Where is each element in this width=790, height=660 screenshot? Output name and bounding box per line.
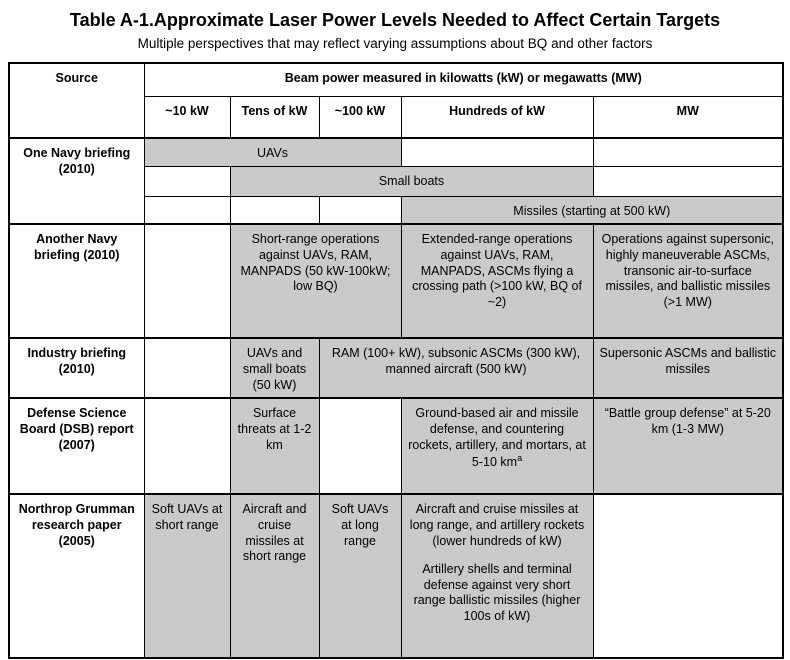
northrop-hundreds-para2: Artillery shells and terminal defense ag… [413, 562, 581, 623]
header-row-beam-power: Source Beam power measured in kilowatts … [8, 62, 784, 139]
row-one-navy-small-boats: Small boats [9, 165, 784, 197]
cell-northrop-100kw: Soft UAVs at long range [318, 493, 402, 659]
footnote-marker-a: a [517, 453, 523, 464]
header-row-power-columns: ~10 kW Tens of kW ~100 kW Hundreds of kW… [9, 95, 784, 139]
cell-northrop-hundreds-kw: Aircraft and cruise missiles at long ran… [400, 493, 594, 659]
source-column-header: Source [8, 62, 145, 139]
column-header-hundreds-of-kw: Hundreds of kW [400, 95, 594, 139]
row-northrop: Northrop Grumman research paper (2005) S… [8, 493, 784, 659]
cell-industry-100-to-hundreds-kw: RAM (100+ kW), subsonic ASCMs (300 kW), … [318, 337, 594, 399]
cell-northrop-10kw: Soft UAVs at short range [143, 493, 231, 659]
cell-one-navy-uavs: UAVs [143, 136, 402, 167]
row-one-navy-uavs: One Navy briefing (2010) UAVs [8, 136, 784, 225]
cell-another-navy-mw: Operations against supersonic, highly ma… [592, 223, 784, 339]
cell-one-navy-empty-100kw [318, 195, 402, 225]
row-header-northrop: Northrop Grumman research paper (2005) [8, 493, 145, 659]
column-header-mw: MW [592, 95, 784, 139]
cell-industry-tens-kw: UAVs and small boats (50 kW) [229, 337, 320, 399]
row-dsb: Defense Science Board (DSB) report (2007… [8, 397, 784, 495]
cell-northrop-empty-mw [592, 493, 784, 659]
cell-industry-mw: Supersonic ASCMs and ballistic missiles [592, 337, 784, 399]
cell-industry-empty-10kw [143, 337, 231, 399]
cell-one-navy-empty-10kw-2 [143, 195, 231, 225]
page-title: Table A-1.Approximate Laser Power Levels… [69, 10, 721, 30]
cell-another-navy-extended-range: Extended-range operations against UAVs, … [400, 223, 594, 339]
row-another-navy: Another Navy briefing (2010) Short-range… [8, 223, 784, 339]
cell-one-navy-empty-hundreds-kw [400, 136, 594, 167]
cell-northrop-tens-kw: Aircraft and cruise missiles at short ra… [229, 493, 320, 659]
cell-one-navy-missiles: Missiles (starting at 500 kW) [400, 195, 784, 225]
beam-power-header: Beam power measured in kilowatts (kW) or… [143, 62, 784, 97]
cell-dsb-hundreds-kw: Ground-based air and missile defense, an… [400, 397, 594, 495]
page-subtitle: Multiple perspectives that may reflect v… [137, 36, 653, 51]
cell-one-navy-empty-10kw [143, 165, 231, 197]
row-industry: Industry briefing (2010) UAVs and small … [8, 337, 784, 399]
cell-dsb-tens-kw: Surface threats at 1-2 km [229, 397, 320, 495]
cell-one-navy-empty-mw [592, 136, 784, 167]
column-header-10kw: ~10 kW [143, 95, 231, 139]
cell-one-navy-empty-tens-kw [229, 195, 320, 225]
cell-dsb-mw: “Battle group defense” at 5-20 km (1-3 M… [592, 397, 784, 495]
cell-one-navy-empty-mw-2 [592, 165, 784, 197]
laser-power-table: Source Beam power measured in kilowatts … [8, 62, 785, 660]
row-header-dsb: Defense Science Board (DSB) report (2007… [8, 397, 145, 495]
dsb-hundreds-text: Ground-based air and missile defense, an… [408, 406, 586, 470]
column-header-tens-of-kw: Tens of kW [229, 95, 320, 139]
cell-one-navy-small-boats: Small boats [229, 165, 594, 197]
row-header-one-navy: One Navy briefing (2010) [8, 136, 145, 225]
row-header-another-navy: Another Navy briefing (2010) [8, 223, 145, 339]
northrop-hundreds-para1: Aircraft and cruise missiles at long ran… [409, 502, 585, 548]
row-one-navy-missiles: Missiles (starting at 500 kW) [9, 195, 784, 225]
cell-dsb-empty-100kw [318, 397, 402, 495]
column-header-100kw: ~100 kW [318, 95, 402, 139]
cell-another-navy-empty-10kw [143, 223, 231, 339]
cell-another-navy-short-range: Short-range operations against UAVs, RAM… [229, 223, 402, 339]
cell-dsb-empty-10kw [143, 397, 231, 495]
row-header-industry: Industry briefing (2010) [8, 337, 145, 399]
